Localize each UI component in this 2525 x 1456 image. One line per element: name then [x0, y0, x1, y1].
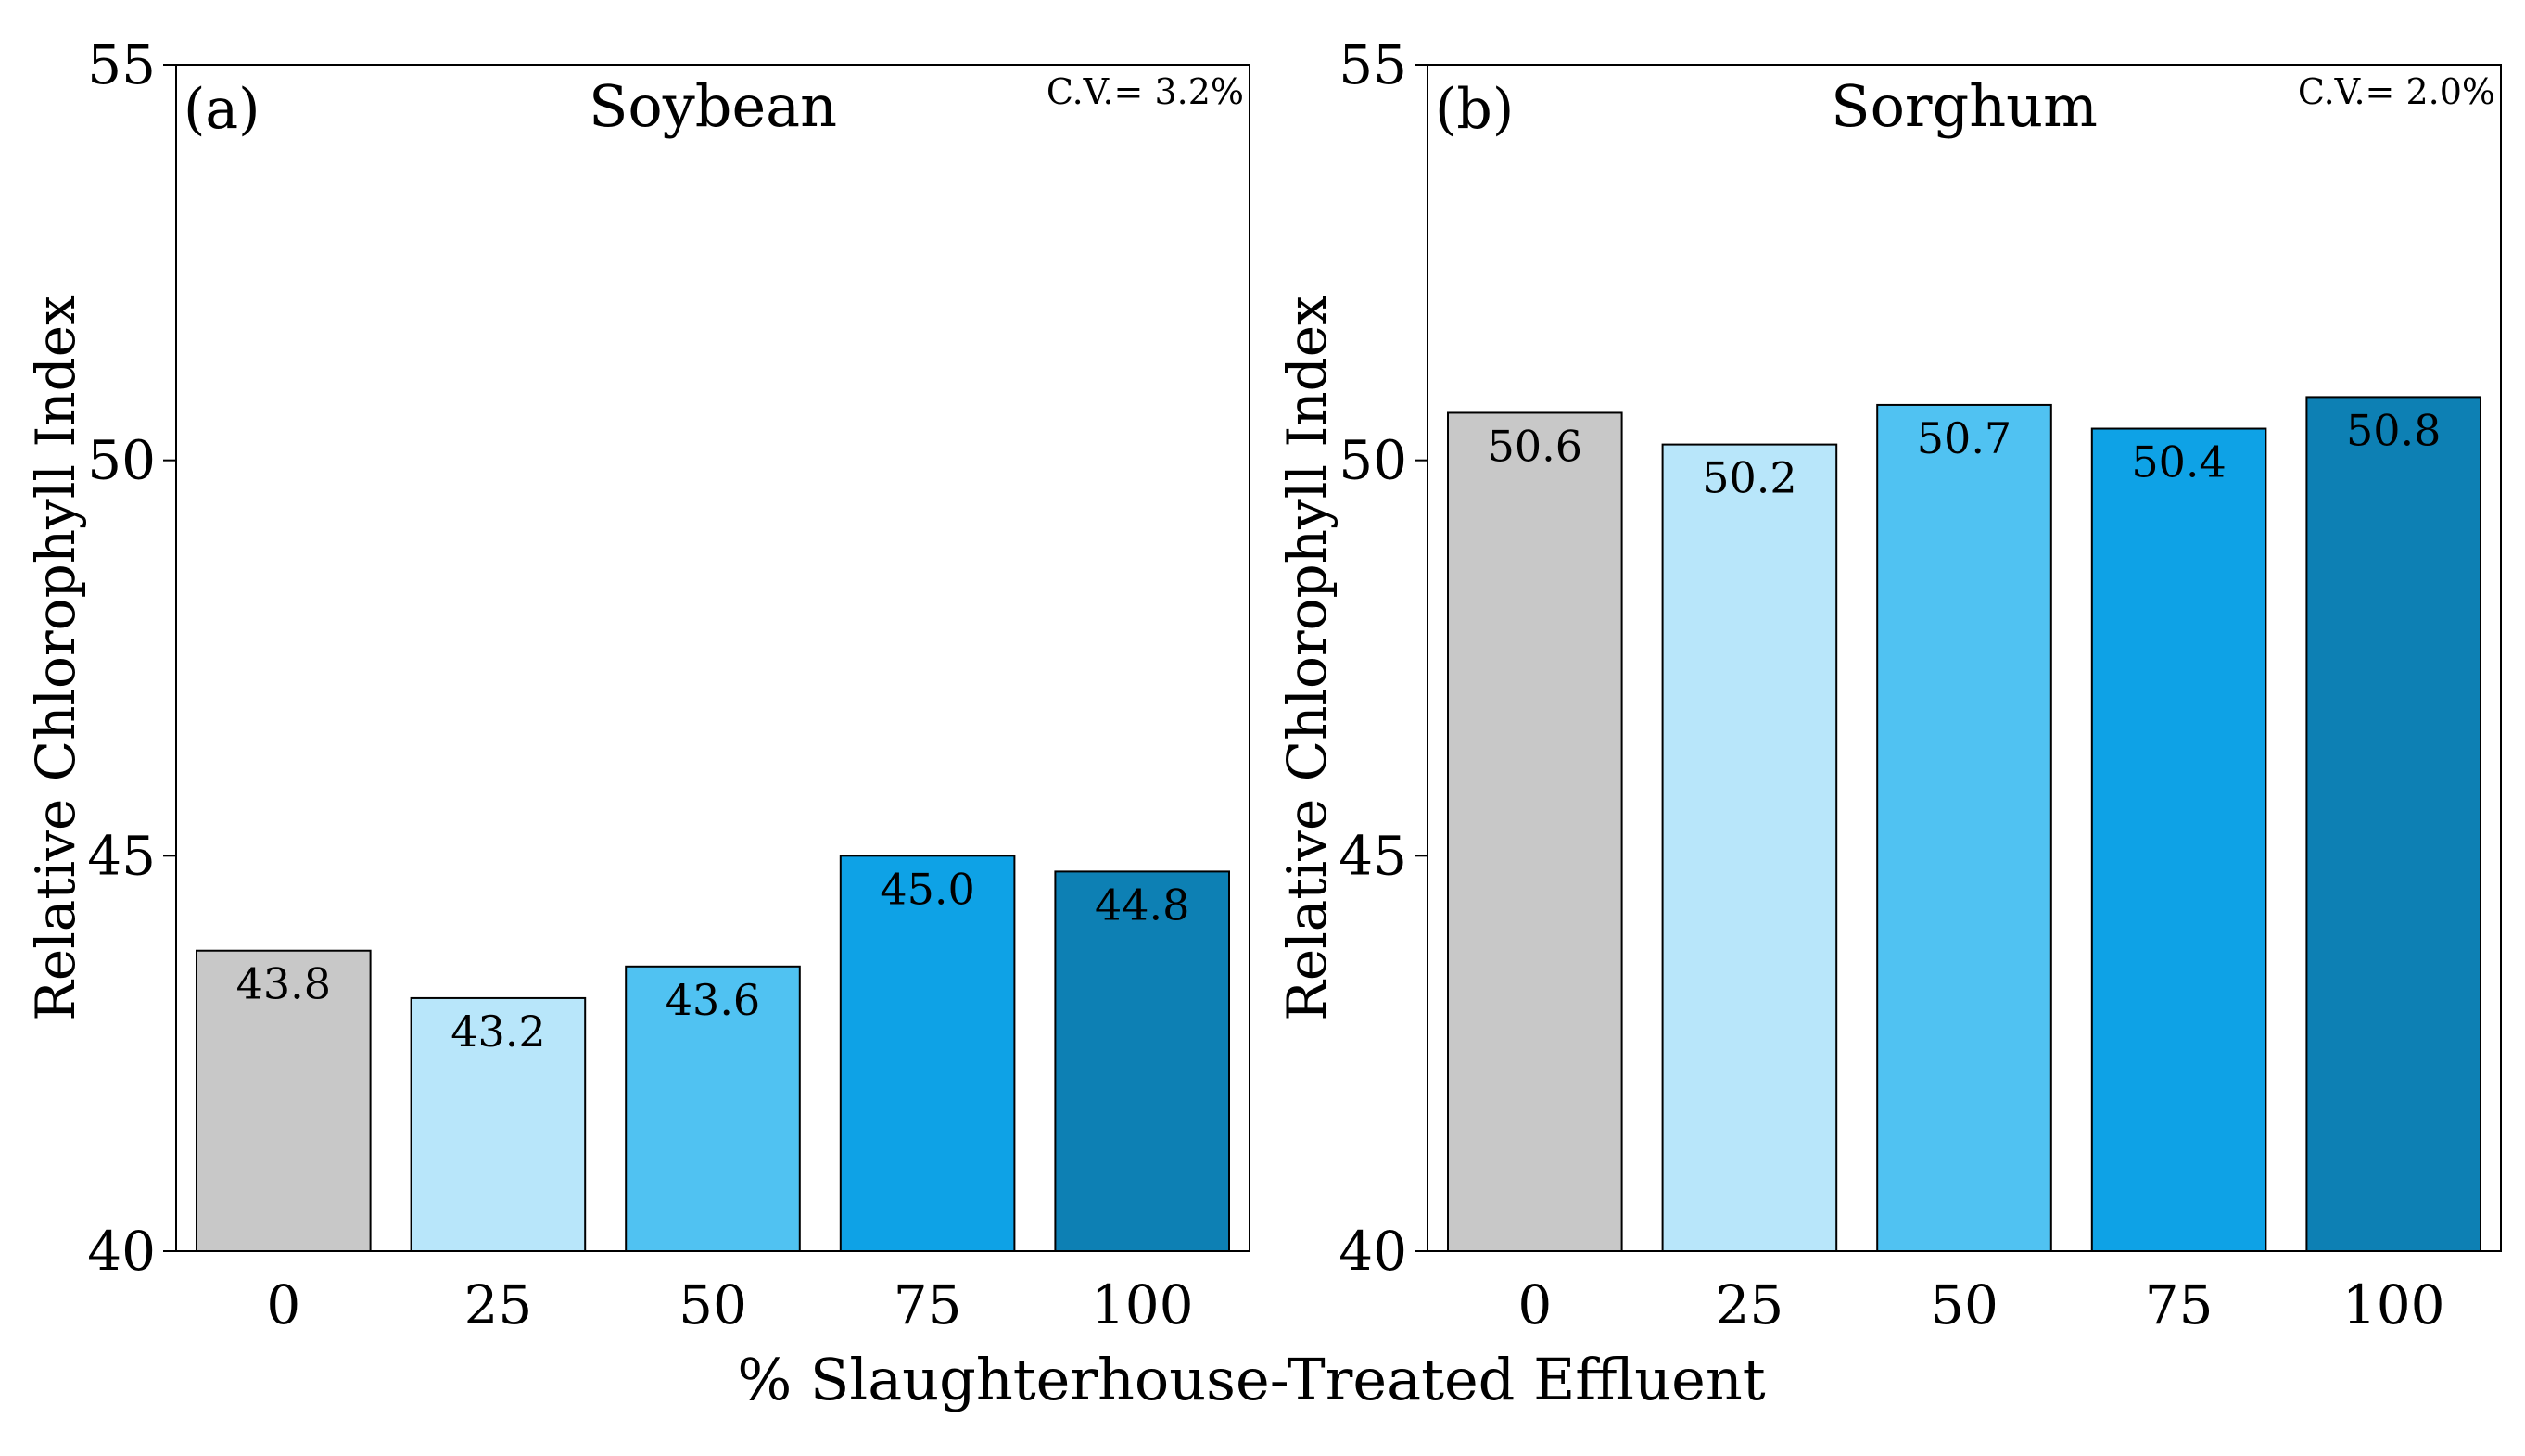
x-tick-label: 75	[2145, 1273, 2214, 1336]
y-axis-label: Relative Chlorophyll Index	[1275, 295, 1339, 1021]
y-axis-label: Relative Chlorophyll Index	[24, 295, 87, 1021]
x-tick-label: 100	[2342, 1273, 2445, 1336]
bar-value-label: 50.7	[1917, 413, 2011, 463]
bar	[1054, 870, 1230, 1253]
bar	[1661, 443, 1838, 1253]
panel-label: (b)	[1435, 77, 1514, 142]
bar-value-label: 43.2	[450, 1007, 545, 1057]
x-tick-label: 25	[1715, 1273, 1783, 1336]
bar	[196, 949, 372, 1252]
x-tick-label: 50	[679, 1273, 747, 1336]
y-tick-label: 40	[1339, 1220, 1407, 1283]
bar	[2090, 427, 2267, 1252]
y-tick-label: 55	[1339, 33, 1407, 96]
bar-value-label: 45.0	[880, 864, 974, 914]
x-tick-label: 0	[1517, 1273, 1552, 1336]
bar	[839, 855, 1016, 1252]
x-tick-label: 0	[266, 1273, 300, 1336]
x-tick-label: 25	[463, 1273, 532, 1336]
y-tick-label: 45	[1339, 824, 1407, 887]
bar	[625, 965, 801, 1253]
bar-value-label: 44.8	[1095, 880, 1189, 930]
y-tick-label: 50	[1339, 429, 1407, 492]
y-tick-label: 50	[87, 429, 156, 492]
chart-title: Soybean	[589, 72, 837, 140]
bar	[1447, 411, 1623, 1252]
bar	[1876, 403, 2052, 1252]
bar-value-label: 50.4	[2131, 437, 2226, 487]
x-tick-label: 75	[894, 1273, 962, 1336]
x-tick-label: 50	[1930, 1273, 1998, 1336]
panel-sorghum: 50.6 0 50.2 25 50.7 50 50.4 75 50.8 100 40 45 50 55 Re…	[1275, 33, 2502, 1336]
x-axis-label: % Slaughterhouse-Treated Effluent	[737, 1346, 1765, 1413]
chart-title: Sorghum	[1831, 72, 2098, 140]
bar	[410, 996, 587, 1253]
bar-value-label: 43.6	[666, 975, 760, 1025]
y-tick-label: 55	[87, 33, 156, 96]
panel-soybean: 43.8 0 43.2 25 43.6 50 45.0 75 44.8 100 40 45 50 55 Re…	[24, 33, 1250, 1336]
cv-annotation: C.V.= 3.2%	[1047, 71, 1244, 112]
bar-value-label: 50.6	[1488, 421, 1582, 471]
bar	[2305, 396, 2481, 1252]
bar-value-label: 43.8	[236, 959, 331, 1009]
y-tick-label: 40	[87, 1220, 156, 1283]
cv-annotation: C.V.= 2.0%	[2298, 71, 2495, 112]
bar-value-label: 50.2	[1702, 453, 1796, 503]
bar-value-label: 50.8	[2346, 405, 2441, 455]
y-tick-label: 45	[87, 824, 156, 887]
panel-label: (a)	[184, 77, 260, 142]
x-tick-label: 100	[1091, 1273, 1194, 1336]
